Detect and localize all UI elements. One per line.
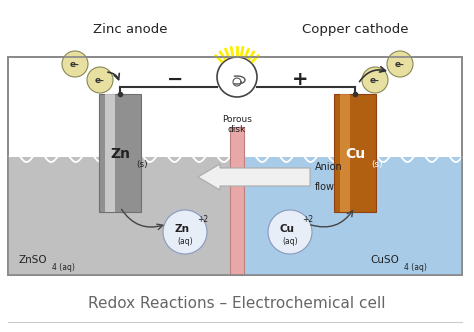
Text: 4 (aq): 4 (aq) <box>404 263 427 272</box>
Text: e-: e- <box>370 75 380 85</box>
Text: e-: e- <box>395 59 405 68</box>
Text: disk: disk <box>228 124 246 133</box>
Text: flow: flow <box>315 182 335 192</box>
Bar <box>105 94 115 212</box>
Text: −: − <box>167 69 183 89</box>
Text: Zn: Zn <box>174 224 190 234</box>
Text: (aq): (aq) <box>177 236 193 245</box>
Text: Zinc anode: Zinc anode <box>93 23 167 36</box>
Text: ZnSO: ZnSO <box>18 255 46 265</box>
Circle shape <box>163 210 207 254</box>
Text: e-: e- <box>95 75 105 85</box>
Text: Redox Reactions – Electrochemical cell: Redox Reactions – Electrochemical cell <box>88 296 386 311</box>
Text: (s): (s) <box>136 159 147 169</box>
Bar <box>334 94 376 212</box>
Bar <box>99 94 141 212</box>
Text: Anion: Anion <box>315 162 343 172</box>
Circle shape <box>62 51 88 77</box>
Text: +2: +2 <box>197 215 208 224</box>
Bar <box>230 127 244 275</box>
Text: Porous: Porous <box>222 115 252 124</box>
Text: 4 (aq): 4 (aq) <box>52 263 75 272</box>
Bar <box>8 57 462 275</box>
Circle shape <box>217 57 257 97</box>
Bar <box>340 94 350 212</box>
Text: +: + <box>292 69 308 89</box>
Text: e-: e- <box>70 59 80 68</box>
FancyArrow shape <box>198 164 310 190</box>
Bar <box>8 157 230 275</box>
Circle shape <box>362 67 388 93</box>
Circle shape <box>87 67 113 93</box>
Bar <box>244 157 462 275</box>
Bar <box>8 57 462 275</box>
Text: +2: +2 <box>302 215 313 224</box>
Text: (s): (s) <box>371 159 383 169</box>
Text: Copper cathode: Copper cathode <box>302 23 408 36</box>
Text: Cu: Cu <box>345 147 365 161</box>
Text: Cu: Cu <box>280 224 294 234</box>
Circle shape <box>387 51 413 77</box>
Text: (aq): (aq) <box>282 236 298 245</box>
Text: Zn: Zn <box>110 147 130 161</box>
Text: CuSO: CuSO <box>370 255 399 265</box>
Circle shape <box>268 210 312 254</box>
